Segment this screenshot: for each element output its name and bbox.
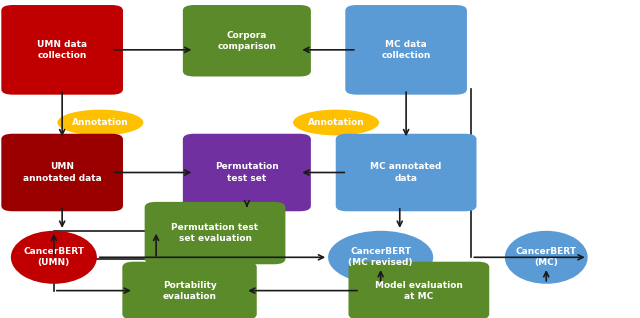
Text: Permutation test
set evaluation: Permutation test set evaluation <box>172 223 259 243</box>
Ellipse shape <box>293 110 379 135</box>
Ellipse shape <box>328 231 433 284</box>
Ellipse shape <box>505 231 588 284</box>
FancyBboxPatch shape <box>122 262 257 318</box>
FancyBboxPatch shape <box>183 5 311 77</box>
FancyBboxPatch shape <box>183 134 311 211</box>
Text: UMN
annotated data: UMN annotated data <box>23 162 102 183</box>
Text: Annotation: Annotation <box>72 118 129 127</box>
Text: Permutation
test set: Permutation test set <box>215 162 279 183</box>
Text: MC data
collection: MC data collection <box>381 40 431 60</box>
Text: Corpora
comparison: Corpora comparison <box>218 31 276 51</box>
FancyBboxPatch shape <box>1 134 123 211</box>
FancyBboxPatch shape <box>346 5 467 95</box>
FancyBboxPatch shape <box>348 262 489 318</box>
Ellipse shape <box>11 231 97 284</box>
Text: UMN data
collection: UMN data collection <box>37 40 87 60</box>
Text: Model evaluation
at MC: Model evaluation at MC <box>375 280 463 301</box>
Ellipse shape <box>58 110 143 135</box>
Text: CancerBERT
(MC revised): CancerBERT (MC revised) <box>348 247 413 267</box>
FancyBboxPatch shape <box>1 5 123 95</box>
FancyBboxPatch shape <box>145 202 285 264</box>
Text: CancerBERT
(UMN): CancerBERT (UMN) <box>24 247 84 267</box>
FancyBboxPatch shape <box>336 134 477 211</box>
Text: CancerBERT
(MC): CancerBERT (MC) <box>516 247 577 267</box>
Text: MC annotated
data: MC annotated data <box>371 162 442 183</box>
Text: Annotation: Annotation <box>308 118 364 127</box>
Text: Portability
evaluation: Portability evaluation <box>163 280 216 301</box>
